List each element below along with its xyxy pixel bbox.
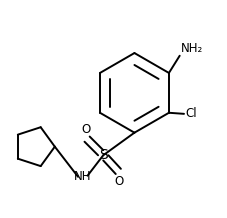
Text: Cl: Cl bbox=[184, 107, 196, 120]
Text: O: O bbox=[81, 123, 90, 136]
Text: NH: NH bbox=[74, 170, 91, 183]
Text: S: S bbox=[99, 148, 107, 162]
Text: NH₂: NH₂ bbox=[180, 42, 202, 55]
Text: O: O bbox=[114, 175, 123, 188]
